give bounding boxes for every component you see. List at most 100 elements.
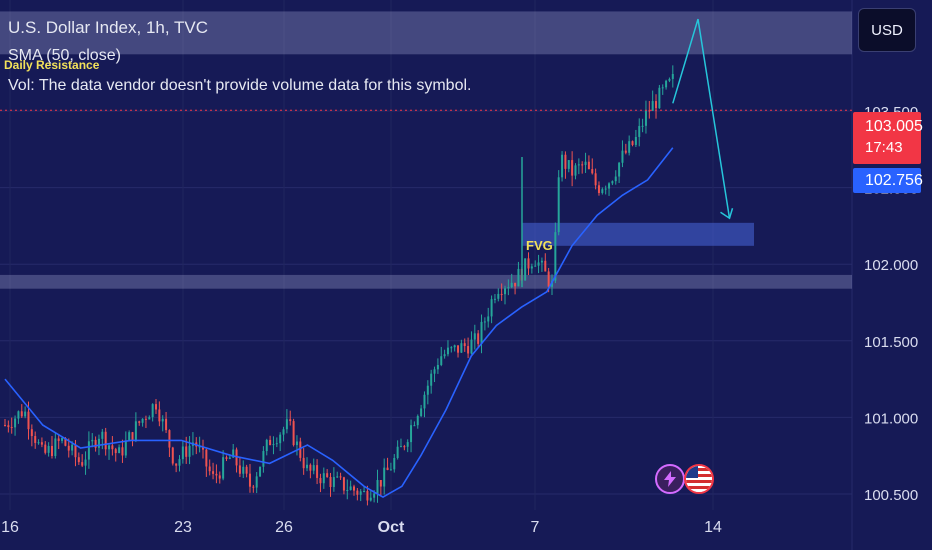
sma-line [4,147,674,499]
candle-body [389,469,392,471]
candle-body [366,491,369,501]
candle-body [480,321,483,344]
time-axis: 16 23 26 Oct 7 14 [1,519,722,536]
candle-body [279,434,282,444]
candle-body [373,493,376,498]
candle-body [14,418,17,428]
candle-body [87,441,90,460]
x-tick-label: 7 [531,519,540,536]
candle-body [218,475,221,479]
candle-body [248,473,251,487]
candle-body [648,110,651,112]
candle-body [641,125,644,127]
candle-body [138,421,141,423]
candle-body [141,418,144,423]
candle-body [212,471,215,474]
candle-body [608,183,611,189]
candle-body [225,457,228,459]
candle-body [124,440,127,456]
candle-body [121,447,124,456]
candle-body [393,458,396,470]
candle-body [483,321,486,323]
candle-body [594,173,597,186]
candle-body [309,464,312,471]
x-tick-label: 23 [174,519,192,536]
candle-body [450,347,453,349]
candle-body [289,419,292,422]
candle-body [114,449,117,454]
candle-body [71,444,74,451]
candle-body [457,345,460,353]
candle-body [621,150,624,163]
candle-body [24,411,27,417]
candle-body [574,165,577,176]
candle-body [473,333,476,340]
candle-body [386,467,389,471]
candle-body [668,78,671,81]
candle-body [77,457,80,463]
candle-body [178,459,181,466]
x-tick-label: Oct [378,519,405,536]
candle-body [37,442,40,444]
candle-body [245,466,248,474]
sma-legend[interactable]: SMA (50, close) [8,47,121,64]
lightning-icon[interactable] [655,464,685,494]
candle-body [242,466,245,474]
candle-body [171,447,174,464]
candle-body [40,442,43,445]
candle-body [420,408,423,417]
candle-body [158,409,161,422]
candle-body [336,476,339,478]
projection-arrow [672,18,734,220]
last-price-tag: 103.005 17:43 [853,112,923,164]
candle-body [27,411,30,430]
candle-body [631,141,634,145]
candle-body [155,404,158,410]
candle-body [165,418,168,431]
candle-body [440,356,443,366]
candle-body [591,169,594,174]
candle-body [332,477,335,487]
candle-body [101,431,104,439]
sma-value-tag: 102.756 [853,168,923,193]
candle-body [410,425,413,443]
candle-body [614,176,617,182]
candle-body [312,465,315,471]
candle-body [658,87,661,109]
candle-body [426,385,429,395]
candle-body [81,462,84,466]
candle-body [188,445,191,457]
candle-body [530,266,533,269]
candle-body [222,457,225,479]
candle-body [443,354,446,357]
candle-body [238,465,241,474]
candle-body [148,417,151,420]
candle-body [272,444,275,446]
x-tick-label: 14 [704,519,722,536]
candle-body [232,449,235,458]
candle-body [430,373,433,386]
candle-body [269,439,272,446]
candle-body [510,282,513,288]
candle-body [295,441,298,446]
candle-body [517,268,520,287]
candle-body [383,467,386,487]
candle-body [487,316,490,322]
candle-body [399,446,402,448]
candle-body [497,293,500,299]
candle-body [346,490,349,492]
candle-body [601,189,604,193]
candle-body [661,87,664,89]
currency-button[interactable]: USD [858,8,916,52]
candle-body [504,288,507,295]
candle-body [198,446,201,448]
candle-body [306,464,309,469]
candle-body [470,339,473,354]
candle-body [181,446,184,460]
candle-body [651,101,654,111]
fvg-zone [522,222,754,246]
us-flag-icon[interactable] [684,464,714,494]
candle-body [144,418,147,420]
